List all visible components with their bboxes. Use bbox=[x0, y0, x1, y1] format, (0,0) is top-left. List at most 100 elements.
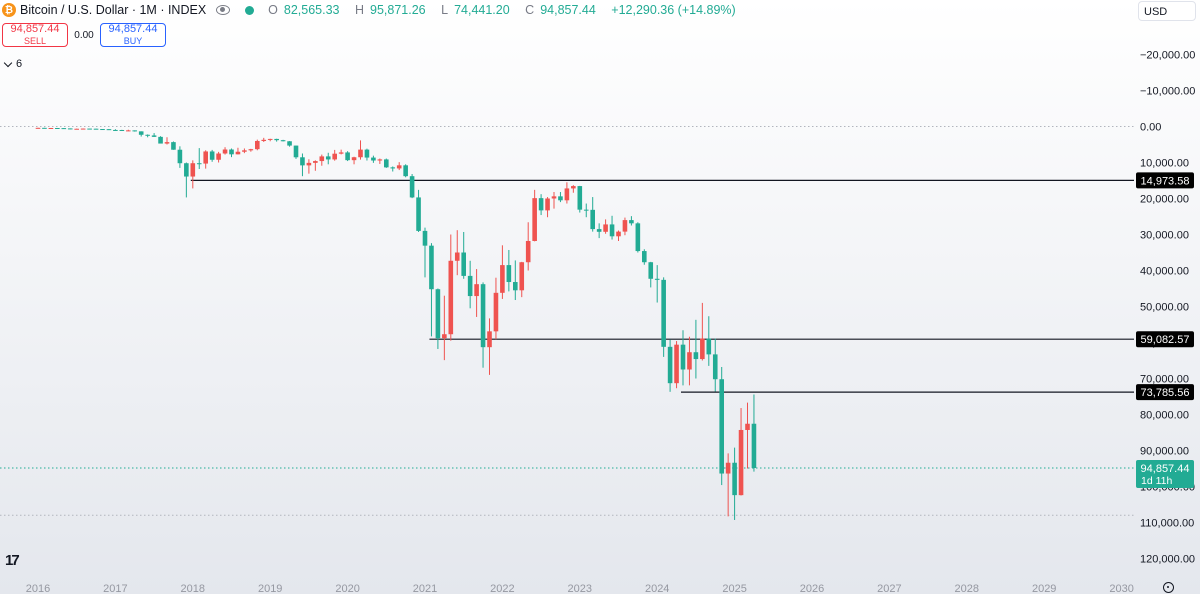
candle[interactable] bbox=[106, 129, 112, 131]
candle[interactable] bbox=[377, 158, 383, 164]
candle[interactable] bbox=[55, 127, 60, 129]
candle[interactable] bbox=[358, 140, 363, 160]
candle[interactable] bbox=[293, 145, 299, 159]
candle[interactable] bbox=[113, 129, 118, 131]
candle[interactable] bbox=[680, 330, 686, 386]
buy-button[interactable]: 94,857.44 BUY bbox=[100, 23, 166, 47]
candle[interactable] bbox=[87, 128, 92, 130]
candle[interactable] bbox=[48, 127, 54, 129]
candle[interactable] bbox=[209, 149, 215, 162]
candle[interactable] bbox=[654, 265, 660, 303]
candle[interactable] bbox=[164, 137, 170, 145]
candle[interactable] bbox=[583, 203, 589, 218]
candle[interactable] bbox=[429, 243, 434, 337]
candle[interactable] bbox=[513, 260, 518, 301]
candle[interactable] bbox=[700, 302, 705, 361]
candle[interactable] bbox=[551, 192, 557, 209]
candle[interactable] bbox=[642, 249, 647, 265]
candle[interactable] bbox=[558, 192, 563, 203]
candle[interactable] bbox=[325, 152, 331, 165]
candle[interactable] bbox=[564, 182, 570, 204]
candle[interactable] bbox=[74, 128, 79, 130]
candle[interactable] bbox=[467, 260, 473, 309]
candle[interactable] bbox=[577, 185, 583, 213]
candle[interactable] bbox=[42, 127, 47, 129]
candle[interactable] bbox=[667, 339, 673, 392]
candle[interactable] bbox=[248, 148, 254, 152]
candle[interactable] bbox=[119, 129, 125, 131]
candle[interactable] bbox=[622, 217, 628, 236]
candle[interactable] bbox=[384, 158, 389, 168]
candle[interactable] bbox=[67, 128, 73, 130]
candle[interactable] bbox=[261, 137, 267, 142]
candle[interactable] bbox=[255, 139, 260, 151]
sell-button[interactable]: 94,857.44 SELL bbox=[2, 23, 68, 47]
candle[interactable] bbox=[448, 234, 454, 341]
symbol-title[interactable]: Bitcoin / U.S. Dollar · 1M · INDEX bbox=[20, 3, 207, 17]
candle[interactable] bbox=[635, 222, 641, 253]
candle[interactable] bbox=[196, 148, 202, 169]
candle[interactable] bbox=[306, 159, 312, 174]
candle[interactable] bbox=[590, 197, 595, 232]
candle[interactable] bbox=[126, 129, 131, 132]
candle[interactable] bbox=[461, 231, 466, 279]
indicators-toggle-button[interactable]: 6 bbox=[2, 56, 26, 72]
candle[interactable] bbox=[371, 155, 376, 163]
candle[interactable] bbox=[545, 197, 550, 218]
candle[interactable] bbox=[35, 127, 41, 129]
candle[interactable] bbox=[132, 130, 138, 132]
candle[interactable] bbox=[158, 136, 163, 144]
candle[interactable] bbox=[751, 394, 757, 472]
candle[interactable] bbox=[571, 185, 576, 193]
candle[interactable] bbox=[396, 162, 402, 171]
candle[interactable] bbox=[319, 154, 325, 166]
candle[interactable] bbox=[403, 164, 408, 178]
candle[interactable] bbox=[93, 128, 99, 130]
candle[interactable] bbox=[706, 316, 712, 366]
candle[interactable] bbox=[538, 194, 544, 216]
candle[interactable] bbox=[351, 156, 357, 165]
candle[interactable] bbox=[390, 166, 396, 172]
candle[interactable] bbox=[177, 146, 183, 168]
candle[interactable] bbox=[422, 227, 428, 278]
candle[interactable] bbox=[287, 141, 292, 147]
candle[interactable] bbox=[687, 336, 692, 386]
candle[interactable] bbox=[480, 282, 486, 368]
candle[interactable] bbox=[500, 245, 505, 299]
candle[interactable] bbox=[532, 189, 537, 242]
candle[interactable] bbox=[222, 147, 228, 155]
candle[interactable] bbox=[487, 318, 492, 375]
candle[interactable] bbox=[80, 128, 86, 130]
candle[interactable] bbox=[229, 148, 234, 158]
candle[interactable] bbox=[745, 402, 750, 469]
candle[interactable] bbox=[674, 341, 679, 389]
candle[interactable] bbox=[693, 319, 699, 379]
candle[interactable] bbox=[345, 151, 350, 162]
candle[interactable] bbox=[171, 141, 176, 150]
candle[interactable] bbox=[61, 128, 67, 130]
candle[interactable] bbox=[235, 147, 241, 155]
candle[interactable] bbox=[151, 133, 157, 138]
candle[interactable] bbox=[190, 160, 196, 189]
candle[interactable] bbox=[242, 148, 247, 154]
candle[interactable] bbox=[442, 295, 447, 361]
candle[interactable] bbox=[454, 230, 460, 276]
candle[interactable] bbox=[280, 139, 286, 142]
candle[interactable] bbox=[300, 153, 305, 177]
candle[interactable] bbox=[719, 366, 724, 486]
candle[interactable] bbox=[648, 261, 654, 288]
candle[interactable] bbox=[661, 277, 666, 357]
candle[interactable] bbox=[267, 138, 273, 142]
candle[interactable] bbox=[184, 162, 189, 198]
candle[interactable] bbox=[519, 261, 525, 298]
candle[interactable] bbox=[506, 249, 512, 292]
candle[interactable] bbox=[313, 160, 318, 171]
candle[interactable] bbox=[712, 338, 718, 392]
candle[interactable] bbox=[603, 219, 608, 234]
tradingview-logo-icon[interactable]: 17 bbox=[5, 552, 20, 569]
candle[interactable] bbox=[338, 149, 344, 155]
candle[interactable] bbox=[138, 131, 144, 137]
candle[interactable] bbox=[216, 151, 221, 163]
candle[interactable] bbox=[435, 288, 441, 349]
